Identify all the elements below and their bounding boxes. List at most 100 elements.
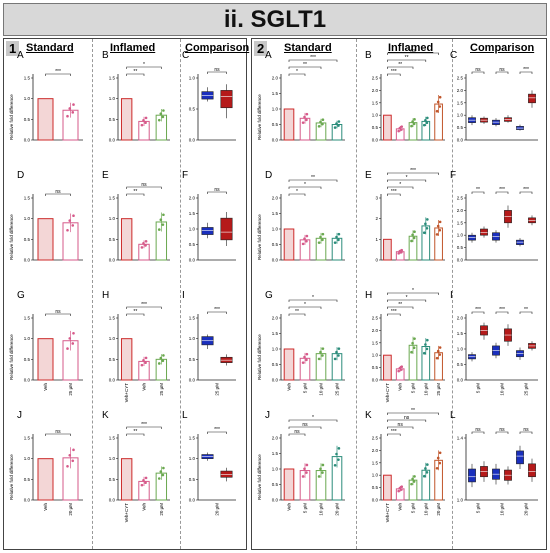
data-point-2D-1-1 <box>305 239 308 243</box>
y-tick-label-1D: 0.0 <box>24 258 31 263</box>
x-label-2L-2: 20 µM <box>524 503 529 516</box>
data-point-2E-1-2 <box>398 249 402 253</box>
y-tick-label-1E: 0.0 <box>109 258 116 263</box>
bar-2G-0 <box>283 348 295 381</box>
chart-letter-2F: F <box>450 170 456 181</box>
sig-label-2E-2: * <box>406 175 408 181</box>
panel-1-divider-2 <box>180 39 181 549</box>
sig-bracket-1L-0 <box>207 431 227 434</box>
y-tick-label-1B: 1.5 <box>109 76 116 81</box>
panel-1-divider-1 <box>92 39 93 549</box>
data-point-2A-3-2 <box>335 122 338 125</box>
bar-2K-0 <box>383 474 392 501</box>
sig-label-1G-0: ns <box>55 309 61 315</box>
y-tick-label-1L: 0.0 <box>189 498 196 503</box>
bar-1J-0 <box>37 458 54 501</box>
x-label-2L-1: 10 µM <box>500 503 505 516</box>
data-point-2K-2-1 <box>412 480 416 483</box>
y-tick-label-2A: 0.0 <box>272 138 279 143</box>
data-point-2K-4-0 <box>435 466 439 470</box>
data-point-1D-1-0 <box>66 228 69 232</box>
sig-label-2G-1: * <box>304 302 306 308</box>
chart-1A: A Relative fold difference 0.0 0.5 1.0 1.5 *** <box>9 50 83 143</box>
x-label-2G-3: 25 µM <box>335 383 340 396</box>
sig-label-2I-2: ** <box>524 307 528 313</box>
y-tick-label-2F: 2.5 <box>457 196 464 201</box>
data-point-2K-2-2 <box>411 477 414 481</box>
panel-1-header-comparison: Comparison <box>185 42 250 54</box>
y-tick-label-1G: 1.0 <box>24 336 31 341</box>
sig-bracket-1G-0 <box>45 313 71 316</box>
sig-bracket-1E-1 <box>126 186 162 189</box>
y-tick-label-1A: 0.0 <box>24 138 31 143</box>
sig-label-2B-2: ** <box>405 55 409 61</box>
sig-label-2H-3: * <box>412 288 414 294</box>
x-label-2H-3: 10 µM <box>423 383 428 396</box>
x-label-2H-2: 5 µM <box>411 383 416 393</box>
sig-label-2I-1: *** <box>499 307 505 313</box>
sig-bracket-2J-2 <box>288 419 338 422</box>
data-point-2E-2-2 <box>411 233 414 237</box>
data-point-2J-1-1 <box>305 471 308 474</box>
sig-label-1K-0: ** <box>133 429 137 435</box>
bar-1E-0 <box>120 218 133 261</box>
data-point-2K-1-3 <box>400 485 404 489</box>
y-tick-label-2G: 0.0 <box>272 378 279 383</box>
y-tick-label-1I: 1.5 <box>189 316 196 321</box>
sig-bracket-2I-0 <box>471 311 485 314</box>
sig-bracket-1H-0 <box>126 313 145 316</box>
x-label-1G-0: Veh <box>43 383 48 391</box>
panel-2-divider-1 <box>356 39 357 549</box>
y-tick-label-2K: 1.0 <box>372 473 379 478</box>
sig-bracket-1K-1 <box>126 426 162 429</box>
data-point-1B-2-1 <box>161 115 165 119</box>
data-point-2B-3-2 <box>424 118 427 122</box>
data-point-1E-1-1 <box>144 244 147 247</box>
data-point-2B-4-3 <box>438 95 442 99</box>
chart-letter-1A: A <box>17 50 24 61</box>
sig-label-2L-2: ns <box>523 427 529 433</box>
sig-label-1E-1: ns <box>141 182 147 188</box>
y-tick-label-1G: 0.0 <box>24 378 31 383</box>
data-point-1B-1-2 <box>142 118 145 122</box>
data-point-2K-4-3 <box>438 451 442 455</box>
data-point-2E-3-0 <box>422 231 426 235</box>
y-tick-label-2B: 1.5 <box>372 100 379 105</box>
sig-label-2E-3: *** <box>410 168 416 174</box>
data-point-2D-3-3 <box>337 232 341 236</box>
sig-label-2F-2: *** <box>523 187 529 193</box>
data-point-2A-1-0 <box>301 121 305 124</box>
sig-bracket-2B-3 <box>387 52 439 55</box>
chart-2G: G Relative fold difference 0.0 0.5 1.0 1.5 2.0… <box>257 290 345 396</box>
data-point-2E-4-0 <box>435 233 439 236</box>
panel-2-number: 2 <box>254 41 268 56</box>
y-tick-label-1C: 0.5 <box>189 107 196 112</box>
x-label-2K-2: 5 µM <box>411 503 416 513</box>
data-point-1G-1-3 <box>72 331 75 335</box>
sig-label-1L-0: *** <box>214 427 220 433</box>
data-point-2A-1-1 <box>305 118 308 122</box>
figure-title: ii. SGLT1 <box>3 3 547 36</box>
sig-bracket-2E-0 <box>387 193 401 196</box>
y-tick-label-2L: 1.0 <box>457 498 464 503</box>
data-point-1A-1-2 <box>68 107 72 110</box>
panel-1-number: 1 <box>6 41 20 56</box>
data-point-2B-1-0 <box>397 129 400 133</box>
bar-1H-0 <box>120 338 133 381</box>
sig-label-1D-0: ns <box>55 189 61 195</box>
y-tick-label-1H: 1.0 <box>109 336 116 341</box>
data-point-2H-4-1 <box>438 353 442 356</box>
x-label-1K-2: 20 µM <box>159 503 164 516</box>
chart-letter-2E: E <box>365 170 372 181</box>
sig-bracket-2B-0 <box>387 73 401 76</box>
chart-letter-1D: D <box>17 170 24 181</box>
y-tick-label-2C: 0.5 <box>457 125 464 130</box>
sig-bracket-2K-1 <box>387 426 414 429</box>
sig-label-2J-1: ns <box>302 422 308 428</box>
y-tick-label-1J: 0.5 <box>24 477 31 482</box>
y-tick-label-2H: 2.5 <box>372 316 379 321</box>
data-point-1H-2-0 <box>157 362 161 365</box>
sig-label-2C-1: ns <box>499 67 505 73</box>
data-point-1J-1-0 <box>66 464 69 468</box>
x-label-1J-0: Veh <box>43 503 48 511</box>
